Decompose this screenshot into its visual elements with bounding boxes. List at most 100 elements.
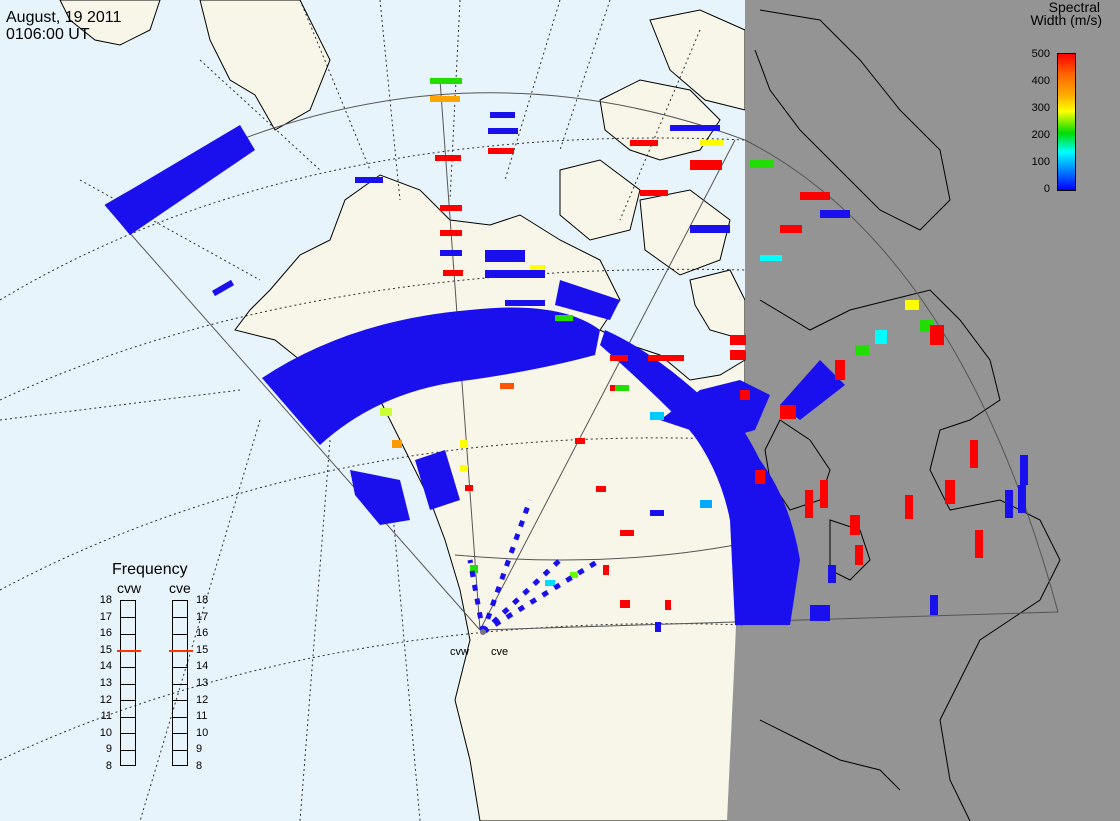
echo-cell	[820, 210, 850, 218]
echo-cell	[650, 412, 664, 420]
frequency-tick-label: 17	[196, 610, 209, 623]
echo-cell	[730, 335, 746, 345]
colorbar	[1057, 53, 1076, 191]
echo-cell	[570, 572, 578, 578]
echo-cell	[460, 465, 468, 471]
colorbar-title-line1: Spectral	[1048, 0, 1100, 15]
frequency-gridline	[121, 683, 135, 685]
echo-cell	[1005, 490, 1013, 518]
echo-cell	[970, 440, 978, 468]
echo-cell	[975, 530, 983, 558]
echo-region	[555, 280, 620, 320]
echo-cell	[555, 315, 573, 321]
echo-cell	[780, 405, 796, 419]
frequency-title: Frequency	[112, 561, 188, 578]
echo-cell	[485, 270, 545, 278]
echo-cell	[780, 225, 802, 233]
frequency-tick-label: 8	[105, 760, 112, 772]
frequency-column-cve	[169, 600, 193, 766]
echo-cell	[488, 148, 514, 154]
echo-cell	[875, 330, 887, 344]
echo-cell	[530, 265, 545, 271]
echo-cell	[760, 255, 782, 261]
echo-cell	[855, 545, 863, 565]
echo-cell	[690, 225, 730, 233]
echo-cell	[470, 565, 478, 573]
radar-label-cve: cve	[491, 646, 509, 658]
frequency-tick-label: 18	[196, 594, 209, 606]
colorbar-tick-label: 100	[1031, 156, 1050, 168]
echo-region	[105, 125, 255, 235]
frequency-marker	[169, 649, 193, 652]
echo-cell	[650, 510, 664, 516]
frequency-marker	[117, 649, 141, 652]
echo-cell	[855, 345, 869, 355]
echo-cell	[211, 279, 235, 297]
colorbar-tick-label: 500	[1031, 48, 1050, 60]
echo-cell	[615, 385, 629, 391]
radar-site-marker	[480, 629, 486, 635]
frequency-gridline	[173, 633, 187, 635]
echo-cell	[905, 495, 913, 519]
colorbar-title-line2: Width (m/s)	[1030, 12, 1102, 28]
frequency-tick-label: 13	[99, 677, 112, 689]
echo-cell	[392, 440, 402, 448]
echo-cell	[700, 140, 724, 146]
echo-cell	[648, 355, 668, 361]
echo-cell	[930, 595, 938, 615]
echo-cell	[443, 270, 463, 276]
echo-cell	[596, 486, 606, 492]
echo-cell	[750, 160, 774, 168]
frequency-gridline	[173, 700, 187, 702]
echo-cell	[835, 360, 845, 380]
echo-cell	[1020, 455, 1028, 485]
frequency-tick-label: 8	[196, 760, 203, 772]
echo-cell	[575, 438, 585, 444]
echo-cell	[435, 155, 461, 161]
frequency-tick-label: 18	[99, 594, 112, 606]
frequency-tick-label: 12	[196, 693, 209, 706]
echo-cell	[465, 485, 473, 491]
echo-cell	[810, 605, 830, 621]
radar-echoes	[105, 78, 1028, 635]
echo-ray	[481, 558, 562, 634]
echo-cell	[488, 128, 518, 134]
echo-cell	[800, 192, 830, 200]
echo-cell	[805, 490, 813, 518]
arctic-island-3	[639, 189, 731, 276]
echo-region	[780, 360, 845, 420]
frequency-tick-label: 15	[196, 643, 209, 656]
frequency-tick-label: 17	[99, 610, 112, 623]
echo-cell	[460, 440, 468, 448]
frequency-radar-cve: cve	[169, 580, 191, 596]
colorbar-tick-label: 400	[1031, 75, 1050, 87]
echo-cell	[670, 125, 720, 131]
frequency-gridline	[121, 733, 135, 735]
echo-cell	[665, 600, 671, 610]
echo-region	[415, 450, 460, 510]
echo-cell	[828, 565, 836, 583]
frequency-gridline	[173, 733, 187, 735]
frequency-column-cvw	[117, 600, 141, 766]
echo-cell	[380, 408, 392, 416]
frequency-gridline	[121, 633, 135, 635]
echo-cell	[620, 600, 630, 608]
frequency-gridline	[173, 683, 187, 685]
frequency-gridline	[121, 716, 135, 718]
echo-ray	[481, 557, 602, 635]
date-label: August, 19 2011	[6, 9, 122, 26]
echo-cell	[430, 96, 460, 102]
echo-cell	[730, 350, 746, 360]
colorbar-tick-label: 300	[1031, 102, 1050, 114]
frequency-tick-label: 11	[100, 710, 112, 723]
echo-cell	[740, 390, 750, 400]
frequency-gridline	[121, 666, 135, 668]
echo-region	[350, 470, 410, 525]
echo-cell	[668, 355, 684, 361]
echo-cell	[690, 160, 722, 170]
frequency-gridline	[121, 700, 135, 702]
echo-cell	[440, 205, 462, 211]
frequency-tick-label: 14	[196, 660, 209, 673]
echo-cell	[945, 480, 955, 504]
